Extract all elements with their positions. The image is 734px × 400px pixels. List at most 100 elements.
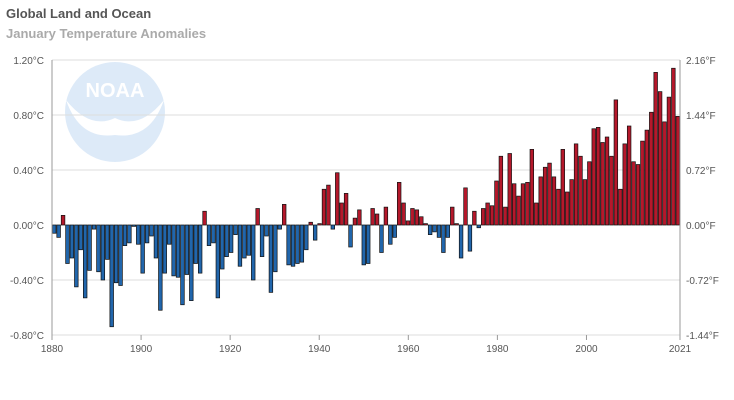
bar-1924 [246,224,251,256]
bar-1966 [432,224,437,233]
bar-1952 [370,208,375,226]
bar-1898 [131,224,136,227]
bar-1993 [551,176,557,226]
bar-1930 [273,224,278,273]
y-tick-label-left: -0.40°C [10,276,44,287]
bar-1926 [255,208,260,226]
bar-1947 [348,224,353,248]
bar-1917 [215,224,221,299]
bar-1884 [69,224,75,259]
bar-2014 [644,129,649,226]
bar-2005 [604,136,610,226]
bar-2007 [613,99,619,226]
bar-1950 [361,224,366,266]
bar-2006 [609,155,614,226]
bar-1960 [405,220,411,226]
bar-2002 [591,128,596,226]
bar-1981 [498,155,504,226]
bar-1971 [454,223,459,226]
bar-1906 [167,224,172,245]
x-tick-label: 1900 [130,344,153,355]
bar-2010 [626,125,632,226]
bar-2017 [657,91,663,226]
bar-1974 [467,224,473,252]
bar-1943 [330,224,335,230]
bar-1969 [445,224,450,238]
noaa-logo-watermark: NOAA [65,62,165,162]
bar-2015 [649,111,654,226]
bar-1915 [206,224,212,246]
bar-2004 [600,142,605,226]
bar-1889 [91,224,97,230]
y-tick-label-left: 0.00°C [13,221,44,232]
bar-1921 [233,224,238,235]
bar-1946 [343,193,349,226]
bar-1897 [127,224,132,244]
bar-2018 [662,121,667,226]
bar-1932 [282,204,287,226]
y-tick-label-right: 0.00°F [686,221,716,232]
bar-1978 [485,202,490,226]
y-tick-label-right: -1.44°F [686,331,719,342]
bar-1885 [74,224,79,288]
bar-1976 [476,224,481,229]
bar-1913 [197,224,203,274]
bar-1939 [312,224,318,241]
bar-1988 [529,149,535,226]
bar-1905 [162,224,167,274]
bar-1910 [184,224,190,275]
bar-1940 [317,223,322,226]
bar-1948 [352,217,358,226]
noaa-logo-text: NOAA [86,80,145,102]
bar-1954 [379,224,384,253]
bar-1914 [202,210,207,226]
bar-1977 [481,208,486,226]
bar-1995 [560,149,565,226]
bar-1980 [494,180,499,226]
bar-2009 [622,143,627,226]
bar-2003 [596,127,601,226]
x-tick-label: 2021 [669,344,692,355]
bar-1982 [503,206,508,226]
x-tick-label: 1940 [308,344,331,355]
bar-1887 [83,224,88,299]
bar-1961 [410,208,415,226]
bar-2020 [671,67,676,226]
x-tick-label: 1960 [397,344,420,355]
bar-1984 [511,183,517,226]
bar-1936 [299,224,305,263]
bar-1892 [105,224,110,260]
y-tick-label-left: 1.20°C [13,56,44,67]
bar-1904 [158,224,163,311]
bar-1998 [573,143,579,226]
bar-1919 [224,224,229,257]
bar-1996 [565,191,570,226]
bar-1968 [441,224,446,253]
bar-1955 [383,206,389,226]
bar-1965 [427,224,433,235]
bar-1908 [175,224,181,278]
bar-1883 [65,224,70,264]
bar-1972 [458,224,464,259]
bar-1888 [87,224,92,271]
y-tick-label-right: -0.72°F [686,276,719,287]
bar-1962 [414,209,420,226]
bar-1957 [392,224,397,238]
bar-1923 [242,224,247,259]
bar-1963 [419,216,424,226]
bar-1953 [374,213,380,226]
bar-1900 [140,224,145,274]
bar-1990 [538,176,543,226]
y-tick-label-right: 0.72°F [686,166,716,177]
bar-1989 [534,202,539,226]
bar-2001 [587,161,592,226]
bar-1882 [60,215,66,226]
bar-1959 [401,202,406,226]
bar-1925 [251,224,256,281]
bar-1934 [290,224,296,267]
bar-1991 [542,166,548,226]
bar-1951 [366,224,371,264]
bar-1911 [189,224,194,301]
